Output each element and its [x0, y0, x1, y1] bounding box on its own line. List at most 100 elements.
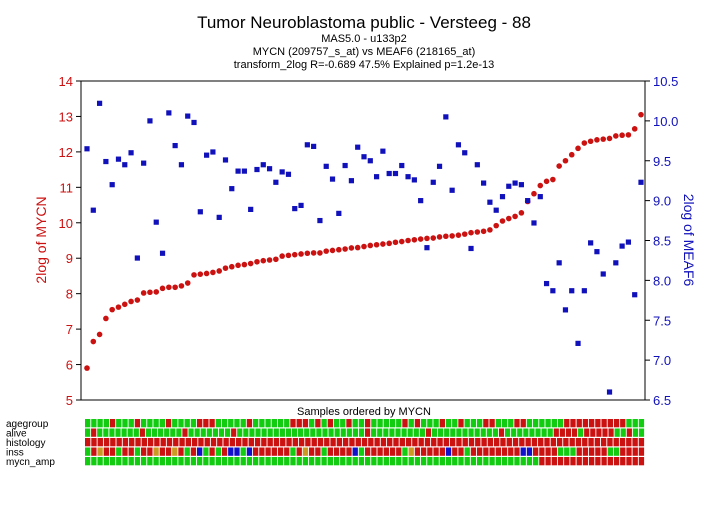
track-cell: [346, 447, 352, 456]
track-cell: [334, 428, 340, 437]
track-cell: [237, 428, 243, 437]
track-cell: [535, 428, 541, 437]
track-cell: [445, 457, 452, 466]
track-cell: [302, 457, 309, 466]
track-cell: [141, 457, 147, 466]
mycn-point: [392, 239, 399, 246]
track-cell: [371, 447, 377, 456]
track-cell: [450, 428, 456, 437]
track-cell: [419, 428, 425, 437]
track-cell: [424, 438, 431, 447]
mycn-point: [115, 304, 122, 310]
track-cell: [520, 457, 526, 466]
track-cell: [261, 428, 267, 437]
track-cell: [456, 438, 462, 447]
track-cell: [402, 419, 408, 428]
mycn-point: [153, 289, 160, 295]
track-cell: [342, 438, 349, 447]
track-cell: [265, 457, 271, 466]
track-cell: [474, 428, 480, 437]
left-tick-label: 6: [66, 358, 73, 373]
mycn-point: [550, 176, 556, 183]
right-tick-label: 7.5: [653, 313, 671, 328]
track-cell: [311, 438, 317, 447]
track-cell: [184, 419, 190, 428]
mycn-point: [247, 260, 254, 267]
track-cell: [402, 447, 408, 456]
meaf6-point: [311, 143, 317, 149]
mycn-point: [487, 227, 493, 233]
mycn-point: [279, 253, 285, 259]
track-cell: [427, 447, 433, 456]
track-cell: [576, 419, 582, 428]
track-cell: [97, 428, 103, 437]
mycn-point: [380, 241, 386, 247]
track-cell: [389, 428, 395, 437]
track-cell: [209, 419, 215, 428]
mycn-point: [254, 258, 260, 265]
meaf6-point: [588, 240, 594, 246]
mycn-point: [166, 284, 172, 291]
track-cell: [547, 428, 553, 437]
meaf6-point: [411, 177, 417, 183]
track-cell: [236, 438, 242, 447]
track-cell: [626, 438, 632, 447]
track-cell: [358, 419, 365, 428]
track-cell: [477, 447, 483, 456]
track-cell: [286, 438, 292, 447]
track-cell: [116, 419, 122, 428]
track-cell: [570, 447, 576, 456]
track-cell: [508, 447, 514, 456]
left-y-axis-label: 2log of MYCN: [33, 196, 49, 283]
meaf6-point: [499, 194, 506, 200]
meaf6-point: [254, 166, 260, 173]
track-cell: [228, 457, 234, 466]
mycn-point: [613, 133, 619, 139]
track-cell: [302, 447, 309, 456]
mycn-point: [505, 215, 512, 222]
track-cell: [371, 419, 377, 428]
track-cell: [179, 438, 185, 447]
track-cell: [526, 447, 533, 456]
track-cell: [396, 419, 402, 428]
track-cell: [594, 438, 601, 447]
track-cell: [109, 457, 116, 466]
track-cell: [316, 428, 322, 437]
mycn-point: [562, 157, 569, 164]
track-cell: [601, 447, 607, 456]
mycn-point: [178, 283, 185, 289]
track-cell: [551, 419, 557, 428]
track-cell: [480, 428, 486, 437]
meaf6-point: [493, 207, 499, 213]
mycn-point: [499, 218, 506, 224]
track-cell: [602, 428, 608, 437]
track-cell: [172, 457, 178, 466]
track-cell: [468, 428, 474, 437]
meaf6-series: [84, 100, 644, 395]
mycn-point: [298, 251, 304, 257]
track-cell: [613, 447, 620, 456]
meaf6-point: [594, 249, 600, 255]
track-cell: [277, 447, 284, 456]
track-cell: [284, 447, 290, 456]
meaf6-point: [455, 142, 462, 148]
mycn-point: [361, 243, 367, 250]
track-cell: [127, 428, 133, 437]
mycn-point: [619, 132, 625, 139]
track-cell: [178, 457, 184, 466]
track-cell: [421, 419, 427, 428]
meaf6-point: [606, 389, 613, 395]
track-cell: [638, 438, 645, 447]
track-cell: [533, 447, 539, 456]
track-cell: [632, 428, 639, 437]
mycn-point: [336, 246, 342, 253]
track-cell: [545, 457, 551, 466]
track-cell: [505, 428, 511, 437]
track-cell: [290, 447, 296, 456]
track-cell: [383, 419, 389, 428]
track-cell: [178, 419, 184, 428]
track-cell: [128, 447, 134, 456]
track-cell: [431, 428, 438, 437]
track-cell: [506, 438, 512, 447]
track-cell: [253, 419, 259, 428]
